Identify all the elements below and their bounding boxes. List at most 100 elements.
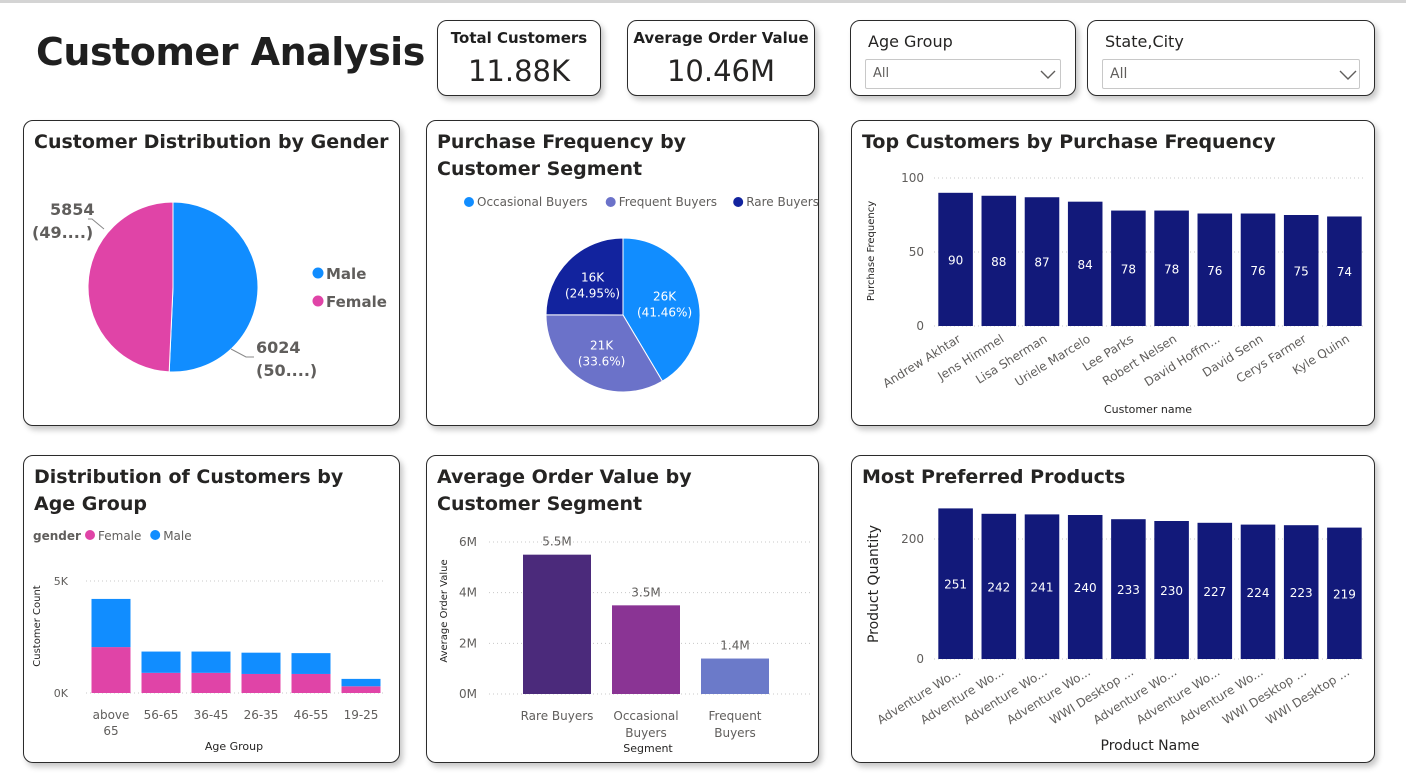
data-label: 90 [948, 253, 963, 267]
data-label: 78 [1121, 262, 1136, 276]
page-title: Customer Analysis [36, 30, 425, 74]
data-label: 240 [1074, 581, 1097, 595]
data-label: 76 [1250, 264, 1265, 278]
chart-title: Most Preferred Products [862, 466, 1126, 488]
data-label: 75 [1294, 265, 1309, 279]
top-divider [0, 0, 1406, 3]
data-label: 1.4M [720, 639, 749, 653]
legend-marker [85, 530, 95, 540]
legend-label: Occasional Buyers [477, 195, 588, 209]
y-tick-label: 100 [901, 171, 924, 185]
age-group-card[interactable]: gender Female Male 0K 5K above 65 56-65 36-45 26-… [23, 455, 400, 763]
gender-distribution-card[interactable]: 6024 (50....) 5854 (49....) Male Female Custo… [23, 120, 400, 426]
x-axis-title: Segment [623, 742, 673, 755]
x-tick-label: 46-55 [294, 708, 329, 722]
top-customers-card[interactable]: 0 50 100 90 Andrew Akhtar 88 Jens Himmel 87 Lisa… [851, 120, 1375, 426]
bar-segment-female [91, 647, 131, 693]
data-label: 227 [1203, 585, 1226, 599]
y-tick-label: 50 [909, 245, 924, 259]
data-label: 74 [1337, 265, 1352, 279]
chevron-down-icon [1040, 70, 1056, 79]
data-label: 233 [1117, 583, 1140, 597]
y-axis-title: Purchase Frequency [866, 201, 877, 301]
slicer-age-group[interactable]: Age Group All [850, 20, 1076, 96]
bar-segment-female [191, 672, 231, 693]
aov-segment-bar-chart[interactable]: 0M 2M 4M 6M 5.5M Rare Buyers 3.5M Occasional Buy… [427, 456, 819, 763]
legend-marker [150, 530, 161, 540]
y-tick-label: 4M [459, 586, 477, 600]
kpi-total-customers[interactable]: Total Customers 11.88K [437, 20, 601, 96]
y-tick-label: 5K [54, 575, 69, 588]
data-label: 230 [1160, 584, 1183, 598]
pie-slice-male [168, 201, 259, 373]
bar [1197, 522, 1233, 659]
x-tick-label: Occasional [613, 709, 678, 723]
segment-pie-chart[interactable]: Occasional Buyers Frequent Buyers Rare Buy… [427, 121, 819, 426]
slicer-state-city[interactable]: State,City All [1087, 20, 1375, 96]
bar-segment-female [341, 686, 381, 693]
chevron-down-icon [1339, 70, 1357, 80]
legend-marker [312, 267, 324, 279]
x-axis-title: Customer name [1104, 403, 1192, 416]
x-tick-label: Buyers [625, 726, 667, 740]
legend-marker [605, 197, 616, 207]
data-label: (41.46%) [637, 306, 692, 320]
slicer-label: Age Group [868, 32, 953, 51]
legend-label: Female [98, 529, 141, 543]
gender-pie-chart[interactable]: 6024 (50....) 5854 (49....) Male Female [24, 121, 400, 426]
x-tick-label: Robert Nelsen [1100, 332, 1179, 389]
aov-segment-card[interactable]: 0M 2M 4M 6M 5.5M Rare Buyers 3.5M Occasional Buy… [426, 455, 819, 763]
data-label: 5.5M [542, 535, 571, 549]
legend-label: Rare Buyers [746, 195, 819, 209]
y-tick-label: 0K [54, 687, 69, 700]
leader-line [230, 348, 254, 358]
bar [1111, 210, 1146, 326]
y-tick-label: 200 [901, 532, 924, 546]
bar-segment-male [91, 598, 131, 648]
data-label: 223 [1290, 586, 1313, 600]
bar [938, 192, 973, 326]
legend-label: Male [326, 265, 366, 283]
y-tick-label: 0M [459, 687, 477, 701]
bar [1240, 213, 1276, 326]
data-label: (24.95%) [565, 286, 620, 300]
x-tick-label: 19-25 [344, 708, 379, 722]
bar-segment-male [341, 678, 381, 687]
bar [701, 658, 769, 694]
pie-slice-female [87, 201, 174, 373]
x-tick-label: 26-35 [244, 708, 279, 722]
legend-label: Female [326, 293, 387, 311]
bar [938, 508, 973, 659]
chart-title: Average Order Value by Customer Segment [437, 466, 692, 515]
data-label: 87 [1034, 256, 1049, 270]
x-tick-label: Rare Buyers [521, 709, 594, 723]
x-axis-title: Age Group [205, 740, 263, 753]
purchase-frequency-segment-card[interactable]: Occasional Buyers Frequent Buyers Rare Buy… [426, 120, 819, 426]
bar [1327, 527, 1362, 659]
legend-marker [733, 197, 744, 207]
bar [1067, 515, 1103, 659]
y-axis-title: Average Order Value [439, 559, 450, 662]
age-group-stacked-bar-chart[interactable]: gender Female Male 0K 5K above 65 56-65 36-45 26-… [24, 456, 400, 763]
preferred-products-card[interactable]: 0 200 251 Adventure Wo... 242 Adventure Wo...… [851, 455, 1375, 763]
legend-marker [312, 295, 324, 307]
chart-title: Distribution of Customers by Age Group [34, 466, 344, 515]
bar-segment-male [141, 651, 181, 673]
kpi-value: 11.88K [467, 54, 571, 88]
kpi-average-order-value[interactable]: Average Order Value 10.46M [627, 20, 815, 96]
leader-line [88, 218, 105, 230]
y-tick-label: 2M [459, 636, 477, 650]
y-axis-title: Product Quantity [866, 525, 882, 643]
state-city-dropdown[interactable]: All [1102, 59, 1360, 89]
data-label: (50....) [256, 361, 317, 380]
x-tick-label: Uriele Marcelo [1012, 332, 1092, 389]
age-group-dropdown[interactable]: All [865, 59, 1061, 89]
pie-slice [545, 237, 624, 316]
dropdown-value: All [1110, 66, 1128, 82]
kpi-value: 10.46M [666, 54, 776, 88]
y-tick-label: 6M [459, 535, 477, 549]
legend-marker [464, 197, 474, 207]
x-tick-label: 36-45 [194, 708, 229, 722]
